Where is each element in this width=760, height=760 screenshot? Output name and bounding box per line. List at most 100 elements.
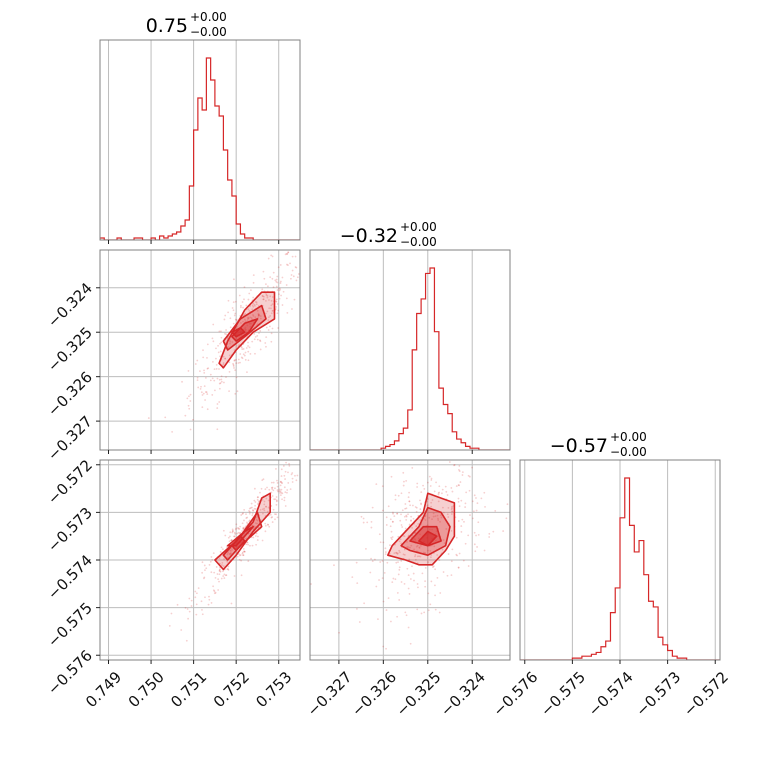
sample-point [184,414,187,417]
sample-point [391,536,394,538]
sample-point [241,348,244,350]
y-tick-label-p1-1: −0.326 [44,368,96,420]
x-tick-label-p1-2: −0.325 [393,668,445,720]
sample-point [426,481,429,484]
sample-point [247,308,250,311]
sample-point [427,592,430,595]
sample-point [457,501,460,503]
sample-point [398,549,401,552]
sample-point [400,513,402,516]
sample-point [391,520,394,523]
sample-point [252,509,254,511]
sample-point [276,482,279,484]
sample-point [235,362,238,365]
sample-point [280,488,283,491]
sample-point [254,336,257,338]
sample-point [238,528,241,530]
sample-point [280,481,283,484]
sample-point [291,255,294,258]
sample-point [249,353,252,355]
sample-point [227,346,230,348]
sample-point [419,555,422,558]
sample-point [434,584,436,587]
sample-point [502,530,505,532]
sample-point [409,642,412,645]
sample-point [394,494,397,497]
sample-point [170,612,173,615]
sample-point [216,407,219,409]
scatter-frame-0 [99,249,301,451]
sample-point [251,514,254,517]
sample-point [248,520,251,523]
sample-point [242,528,245,530]
sample-point [266,486,268,489]
sample-point [387,505,390,508]
sample-point [430,556,432,559]
sample-point [239,353,242,355]
sample-point [229,326,232,329]
sample-point [483,491,486,494]
sample-point [407,574,410,577]
sample-point [396,592,399,594]
sample-point [218,382,221,385]
sample-point [270,299,273,302]
panel-title-0: 0.75 [146,15,188,37]
sample-point [245,543,248,546]
sample-point [274,518,276,521]
sample-point [287,482,290,484]
sample-point [438,491,441,494]
sample-point [225,376,227,379]
sample-point [246,371,248,374]
sample-point [230,550,232,552]
sample-point [241,530,243,532]
sample-point [266,285,269,288]
sample-point [232,365,235,367]
sample-point [284,478,286,480]
sample-point [236,555,239,558]
sample-point [434,594,436,597]
sample-point [199,370,201,373]
sample-point [212,552,215,555]
sample-point [411,526,413,529]
sample-point [232,309,235,312]
panel-title-plus-0: +0.00 [190,10,227,24]
sample-point [205,567,208,570]
sample-point [270,486,273,489]
sample-point [257,500,260,503]
sample-point [251,308,254,311]
sample-point [212,323,215,326]
sample-point [408,491,411,494]
sample-point [218,580,220,583]
sample-point [251,524,254,527]
sample-point [437,517,439,520]
sample-point [233,367,235,369]
sample-point [246,541,249,544]
sample-point [389,544,391,547]
sample-point [286,263,288,266]
sample-point [228,540,231,543]
sample-point [275,306,277,308]
sample-point [210,602,213,604]
histogram-panel-2: −0.57 +0.00−0.00 [519,430,721,664]
sample-point [236,532,239,535]
sample-point [265,345,267,348]
sample-point [218,569,221,572]
sample-point [263,277,266,280]
sample-point [459,481,462,483]
sample-point [277,490,279,493]
sample-point [295,479,298,482]
sample-point [384,553,387,556]
sample-point [475,534,477,537]
sample-point [252,527,255,530]
sample-point [202,356,205,359]
sample-point [436,554,439,556]
sample-point [404,503,407,505]
sample-point [231,307,234,309]
sample-point [273,498,276,501]
sample-point [226,568,229,571]
sample-point [248,510,250,512]
sample-point [295,266,298,269]
sample-point [289,488,292,490]
sample-point [276,312,279,315]
sample-point [505,517,508,520]
